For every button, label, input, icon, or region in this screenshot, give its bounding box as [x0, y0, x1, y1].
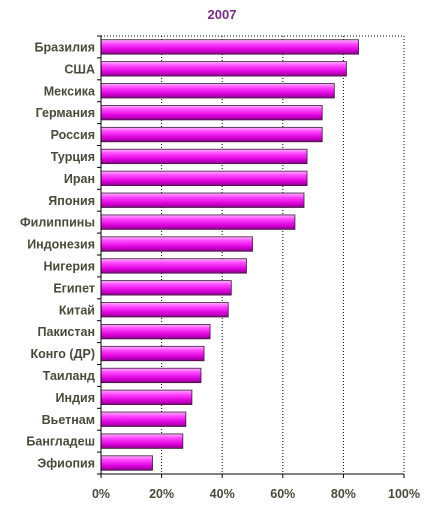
bar-15	[100, 367, 202, 384]
category-label-19: Эфиопия	[37, 457, 95, 471]
x-tick-label-80: 80%	[331, 487, 356, 501]
category-label-18: Бангладеш	[26, 435, 95, 449]
bar-17	[100, 411, 187, 427]
category-label-9: Индонезия	[27, 238, 95, 252]
category-label-7: Япония	[48, 194, 95, 208]
x-tick-label-0: 0%	[92, 487, 110, 501]
bar-8	[100, 214, 296, 230]
bar-11	[100, 280, 232, 296]
bar-10	[100, 258, 247, 274]
bar-12	[100, 302, 229, 318]
x-tick-label-20: 20%	[149, 487, 174, 501]
plot-area: Бразилия США Мексика Германия Россия Турция Ир…	[20, 35, 420, 501]
category-label-13: Пакистан	[38, 325, 95, 339]
bar-19	[100, 455, 153, 471]
category-label-15: Таиланд	[43, 369, 95, 383]
bar-18	[100, 433, 184, 449]
bar-2	[100, 83, 335, 99]
bar-1	[100, 61, 347, 77]
bar-13	[100, 324, 211, 340]
bar-3	[100, 105, 323, 121]
category-label-3: Германия	[36, 106, 95, 120]
category-label-12: Китай	[59, 303, 95, 317]
bar-14	[100, 345, 205, 362]
bar-7	[100, 192, 305, 208]
bar-0	[100, 39, 359, 55]
bar-16	[100, 389, 193, 405]
category-label-14: Конго (ДР)	[30, 347, 95, 361]
category-label-2: Мексика	[44, 84, 96, 98]
x-tick-label-40: 40%	[210, 487, 235, 501]
category-label-1: США	[64, 62, 95, 76]
category-label-17: Вьетнам	[42, 413, 95, 427]
bar-4	[100, 126, 323, 143]
bar-6	[100, 170, 308, 186]
bar-5	[100, 148, 308, 165]
bar-9	[100, 236, 253, 252]
x-tick-label-100: 100%	[388, 487, 420, 501]
category-label-0: Бразилия	[34, 40, 95, 54]
category-label-5: Турция	[51, 150, 95, 164]
x-tick-label-60: 60%	[270, 487, 295, 501]
category-label-6: Иран	[64, 172, 95, 186]
category-label-16: Индия	[56, 391, 95, 405]
category-label-10: Нигерия	[44, 259, 95, 273]
category-label-8: Филиппины	[20, 216, 95, 230]
category-label-4: Россия	[51, 128, 95, 142]
chart-title: 2007	[208, 7, 237, 22]
category-label-11: Египет	[53, 281, 95, 295]
